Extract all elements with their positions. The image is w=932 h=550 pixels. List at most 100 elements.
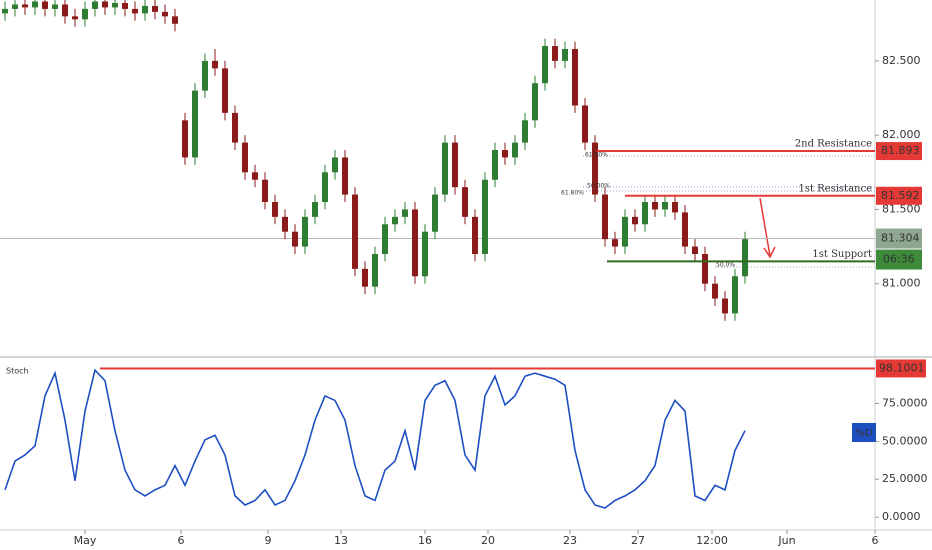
y-tick-label: 50.0000 xyxy=(882,434,928,447)
candle-body xyxy=(382,224,388,254)
x-tick-label: 27 xyxy=(631,534,645,547)
candle-body xyxy=(232,112,238,143)
candle-body xyxy=(672,202,678,213)
fib-label: 61.80% xyxy=(585,152,608,159)
x-tick-label: 16 xyxy=(418,534,432,547)
candle-body xyxy=(102,1,108,8)
x-tick-label: 13 xyxy=(334,534,348,547)
candle-body xyxy=(182,120,188,158)
level-price: 98.1001 xyxy=(879,361,925,374)
candle-body xyxy=(272,202,278,217)
level-price: 81.893 xyxy=(881,144,920,157)
candle-body xyxy=(732,276,738,314)
candle-body xyxy=(2,8,8,14)
candle-body xyxy=(252,172,258,180)
candle-body xyxy=(42,1,48,9)
x-tick-label: 20 xyxy=(481,534,495,547)
candle-body xyxy=(222,68,228,113)
candle-body xyxy=(632,216,638,225)
candle-body xyxy=(562,49,568,61)
candle-body xyxy=(322,172,328,203)
arrow xyxy=(759,197,776,259)
candle-body xyxy=(122,2,128,9)
countdown-badge xyxy=(876,249,922,270)
candle-body xyxy=(12,4,18,9)
fib-label: 50.00% xyxy=(587,183,610,190)
candle-body xyxy=(402,209,408,217)
candle-body xyxy=(32,1,38,8)
candle-body xyxy=(172,16,178,24)
candle-body xyxy=(372,253,378,287)
candle-body xyxy=(622,216,628,247)
candle-body xyxy=(422,231,428,277)
x-tick-label: 9 xyxy=(265,534,272,547)
y-tick-label: 82.000 xyxy=(882,128,921,141)
candle-body xyxy=(692,246,698,254)
candle-body xyxy=(582,105,588,143)
candle-body xyxy=(602,194,608,240)
level-name: 1st Resistance xyxy=(798,183,872,194)
candle-body xyxy=(352,194,358,269)
candle-body xyxy=(82,8,88,20)
candle-body xyxy=(642,202,648,225)
candle-body xyxy=(612,239,618,247)
candle-body xyxy=(512,142,518,158)
y-tick-label: 81.000 xyxy=(882,277,921,290)
candle-body xyxy=(702,253,708,284)
x-tick-label: 12:00 xyxy=(696,534,728,547)
candle-body xyxy=(132,8,138,14)
candle-body xyxy=(142,5,148,14)
candle-body xyxy=(152,5,158,12)
candle-body xyxy=(492,150,498,180)
y-tick-label: 75.0000 xyxy=(882,396,928,409)
fib-label: 50.0% xyxy=(716,262,735,269)
candle-body xyxy=(312,202,318,217)
candle-body xyxy=(332,157,338,173)
candle-body xyxy=(542,46,548,84)
candle-body xyxy=(442,142,448,195)
x-tick-label: Jun xyxy=(777,534,795,547)
candle-body xyxy=(652,202,658,210)
level-price: 81.592 xyxy=(881,189,920,202)
indicator-title: Stoch xyxy=(6,367,29,376)
level-name: 2nd Resistance xyxy=(795,139,872,150)
current-price-label: 81.304 xyxy=(881,232,920,245)
series-name: %D xyxy=(855,428,873,439)
stoch-line xyxy=(4,368,746,509)
candle-body xyxy=(162,11,168,17)
candle-body xyxy=(92,1,98,9)
candle-body xyxy=(392,216,398,225)
level-badge xyxy=(876,186,922,205)
candle-body xyxy=(532,83,538,121)
candle-body xyxy=(62,4,68,17)
candle-body xyxy=(302,216,308,247)
candle-body xyxy=(482,179,488,254)
candle-body xyxy=(742,239,748,277)
candle-body xyxy=(572,49,578,106)
candle-body xyxy=(22,4,28,8)
candle-body xyxy=(292,231,298,247)
fib-label: 61.80% xyxy=(561,190,584,197)
candle-body xyxy=(342,157,348,195)
level-badge xyxy=(876,142,922,161)
y-tick-label: 25.0000 xyxy=(882,472,928,485)
candle-body xyxy=(452,142,458,188)
candle-body xyxy=(52,4,58,9)
candle-body xyxy=(202,60,208,91)
x-tick-label: 23 xyxy=(563,534,577,547)
candle-body xyxy=(472,216,478,254)
candle-body xyxy=(502,150,508,158)
candle-body xyxy=(212,60,218,69)
candle-body xyxy=(522,120,528,143)
candle-body xyxy=(592,142,598,195)
candle-body xyxy=(112,2,118,8)
candle-body xyxy=(412,209,418,277)
price-badge xyxy=(876,228,922,249)
candle-body xyxy=(552,46,558,61)
candle-body xyxy=(282,216,288,232)
series-badge xyxy=(852,423,876,442)
candle-body xyxy=(722,298,728,314)
candle-body xyxy=(682,212,688,247)
